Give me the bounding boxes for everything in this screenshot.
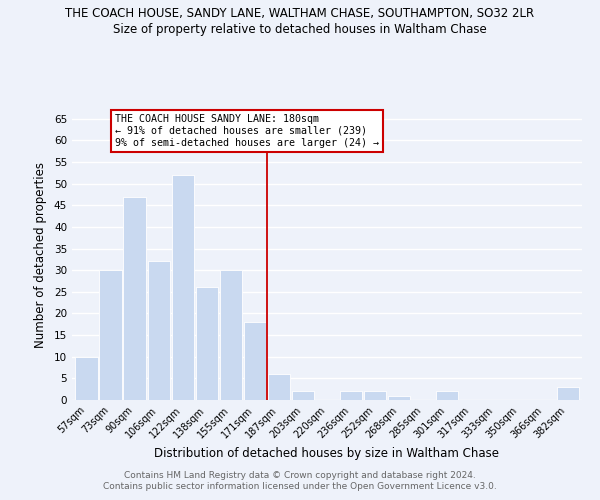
Bar xyxy=(388,396,410,400)
Text: Size of property relative to detached houses in Waltham Chase: Size of property relative to detached ho… xyxy=(113,22,487,36)
Bar xyxy=(172,175,194,400)
Y-axis label: Number of detached properties: Number of detached properties xyxy=(34,162,47,348)
Text: Contains public sector information licensed under the Open Government Licence v3: Contains public sector information licen… xyxy=(103,482,497,491)
Bar xyxy=(124,196,146,400)
Bar xyxy=(220,270,242,400)
Text: THE COACH HOUSE, SANDY LANE, WALTHAM CHASE, SOUTHAMPTON, SO32 2LR: THE COACH HOUSE, SANDY LANE, WALTHAM CHA… xyxy=(65,8,535,20)
Bar xyxy=(196,288,218,400)
Bar xyxy=(148,262,170,400)
Bar xyxy=(340,392,362,400)
Text: Contains HM Land Registry data © Crown copyright and database right 2024.: Contains HM Land Registry data © Crown c… xyxy=(124,471,476,480)
Bar xyxy=(292,392,314,400)
Bar xyxy=(244,322,266,400)
X-axis label: Distribution of detached houses by size in Waltham Chase: Distribution of detached houses by size … xyxy=(155,447,499,460)
Bar xyxy=(557,387,578,400)
Bar xyxy=(364,392,386,400)
Bar xyxy=(436,392,458,400)
Text: THE COACH HOUSE SANDY LANE: 180sqm
← 91% of detached houses are smaller (239)
9%: THE COACH HOUSE SANDY LANE: 180sqm ← 91%… xyxy=(115,114,379,148)
Bar xyxy=(268,374,290,400)
Bar xyxy=(100,270,122,400)
Bar xyxy=(76,356,98,400)
